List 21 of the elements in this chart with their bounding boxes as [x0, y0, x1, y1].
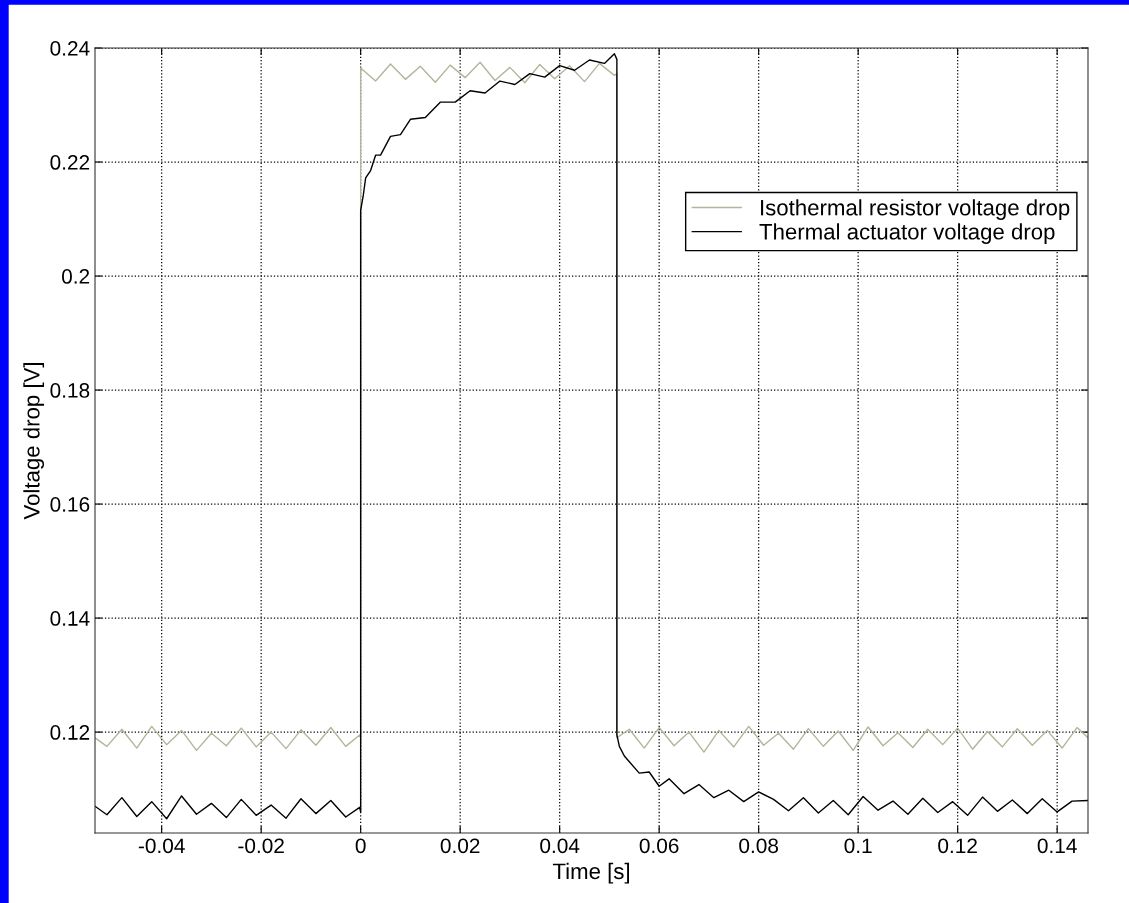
- legend-label: Thermal actuator voltage drop: [759, 223, 1055, 244]
- y-tick-label: 0.12: [50, 725, 90, 740]
- y-tick-label: 0.16: [50, 497, 90, 512]
- y-tick-label: 0.22: [50, 155, 90, 170]
- y-tick-label: 0.18: [50, 383, 90, 398]
- x-tick-label: 0.06: [639, 838, 679, 854]
- x-tick-label: 0: [355, 838, 366, 854]
- y-axis-title: Voltage drop [V]: [23, 363, 45, 520]
- legend-label: Isothermal resistor voltage drop: [761, 199, 1070, 220]
- x-tick-label: 0.12: [938, 838, 977, 854]
- x-tick-label: 0.04: [540, 838, 580, 854]
- x-tick-label: 0.1: [844, 838, 872, 854]
- x-tick-label: 0.08: [739, 838, 779, 854]
- y-tick-label: 0.14: [50, 611, 90, 626]
- x-tick-label: -0.04: [138, 838, 185, 854]
- x-tick-label: -0.02: [238, 838, 284, 854]
- x-tick-label: 0.14: [1037, 838, 1077, 854]
- x-axis-title: Time [s]: [552, 862, 630, 884]
- y-tick-label: 0.24: [50, 41, 90, 56]
- x-tick-label: 0.02: [440, 838, 480, 854]
- y-tick-label: 0.2: [61, 269, 90, 284]
